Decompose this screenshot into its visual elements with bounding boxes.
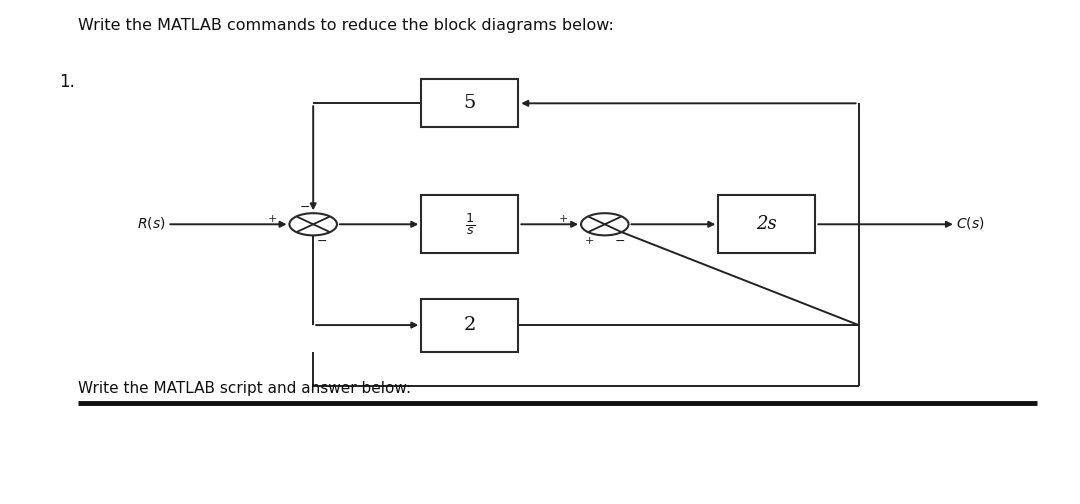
Circle shape — [289, 213, 337, 235]
Text: −: − — [615, 235, 625, 248]
Text: +: + — [585, 236, 594, 246]
Text: −: − — [316, 235, 327, 248]
Text: 2: 2 — [463, 316, 476, 334]
Text: Write the MATLAB script and answer below:: Write the MATLAB script and answer below… — [78, 381, 410, 396]
Text: +: + — [268, 214, 276, 224]
Text: $R(s)$: $R(s)$ — [137, 215, 165, 231]
Text: $C(s)$: $C(s)$ — [956, 215, 984, 231]
Text: +: + — [559, 214, 568, 224]
Bar — [718, 195, 815, 253]
Text: Write the MATLAB commands to reduce the block diagrams below:: Write the MATLAB commands to reduce the … — [78, 18, 613, 33]
Text: $\frac{1}{s}$: $\frac{1}{s}$ — [464, 211, 475, 237]
Circle shape — [581, 213, 629, 235]
Bar — [421, 195, 518, 253]
Text: 5: 5 — [463, 94, 476, 112]
Text: 2s: 2s — [756, 215, 778, 233]
Bar — [421, 80, 518, 128]
Bar — [421, 298, 518, 352]
Text: 1.: 1. — [59, 73, 76, 91]
Text: −: − — [299, 201, 310, 214]
